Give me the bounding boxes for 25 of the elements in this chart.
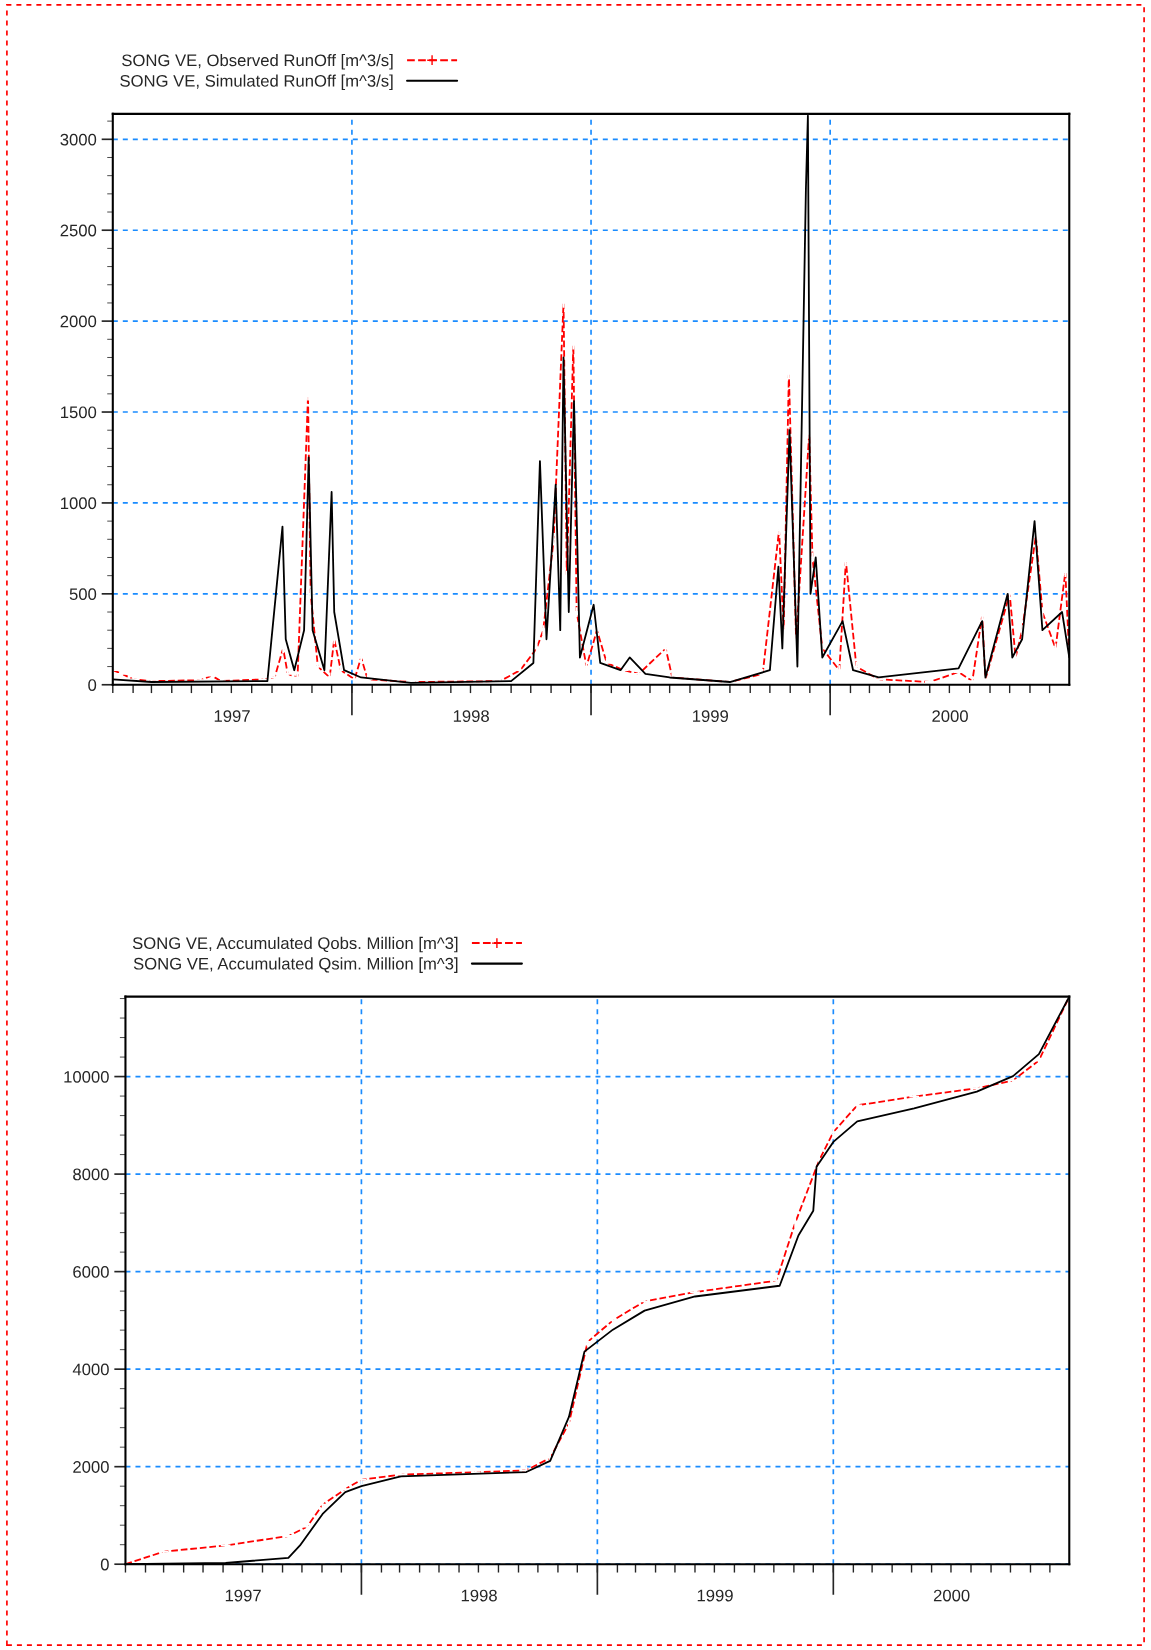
x-tick-label: 1999 xyxy=(697,1589,733,1602)
y-tick-label: 500 xyxy=(69,588,97,601)
x-tick-label: 2000 xyxy=(933,1589,970,1602)
y-tick-label: 3000 xyxy=(60,133,97,146)
x-tick-label: 1998 xyxy=(453,710,489,722)
y-tick-label: 0 xyxy=(100,1558,109,1571)
y-tick-label: 4000 xyxy=(72,1363,109,1376)
x-tick-label: 1999 xyxy=(693,710,729,722)
legend-label: SONG VE, Observed RunOff [m^3/s] xyxy=(122,53,393,70)
y-tick-label: 1500 xyxy=(61,406,97,419)
y-tick-label: 1000 xyxy=(61,497,97,510)
y-tick-label: 10000 xyxy=(64,1070,109,1083)
legend-label: SONG VE, Accumulated Qobs. Million [m^3] xyxy=(132,936,458,953)
x-tick-label: 1997 xyxy=(225,1589,261,1602)
legend-label: SONG VE, Accumulated Qsim. Million [m^3] xyxy=(133,957,458,973)
y-tick-label: 2500 xyxy=(60,224,97,237)
y-tick-label: 2000 xyxy=(60,315,97,328)
y-tick-label: 0 xyxy=(88,679,97,691)
legend-label: SONG VE, Simulated RunOff [m^3/s] xyxy=(120,74,393,91)
y-tick-label: 2000 xyxy=(73,1461,109,1473)
x-tick-label: 2000 xyxy=(932,710,968,722)
x-tick-label: 1997 xyxy=(214,710,250,722)
x-tick-label: 1998 xyxy=(461,1589,497,1602)
y-tick-label: 6000 xyxy=(73,1266,109,1278)
y-tick-label: 8000 xyxy=(73,1168,109,1181)
